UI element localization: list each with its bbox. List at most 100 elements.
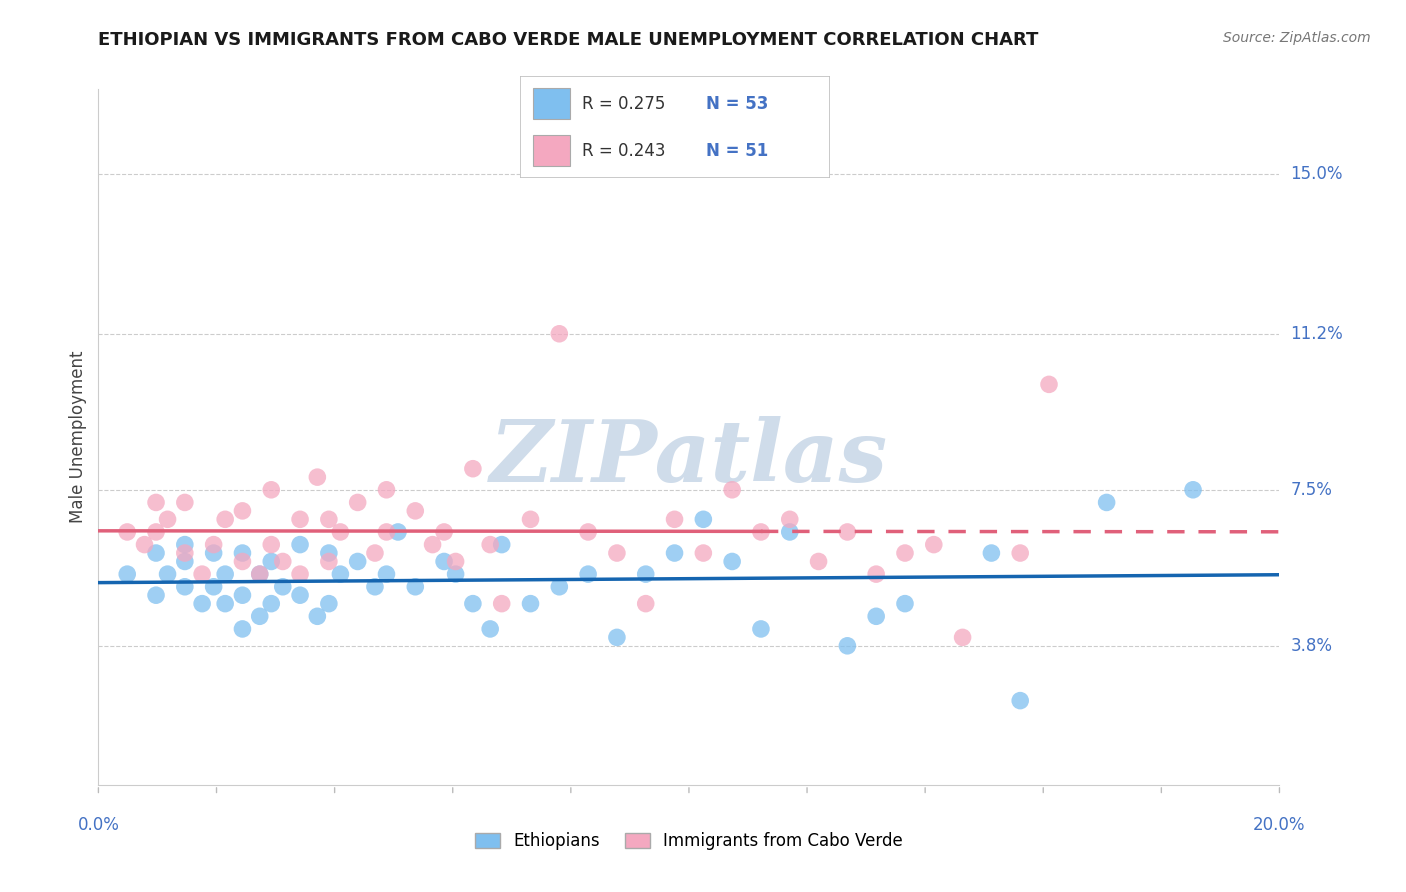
Point <box>634 597 657 611</box>
Point <box>346 554 368 568</box>
Point <box>1010 693 1032 707</box>
Point <box>115 567 138 582</box>
Point <box>606 631 628 645</box>
Text: 0.0%: 0.0% <box>77 816 120 834</box>
Point <box>422 538 444 552</box>
Point <box>779 524 801 539</box>
Point <box>318 512 340 526</box>
Point <box>346 495 368 509</box>
Point <box>288 538 311 552</box>
Point <box>145 524 167 539</box>
Point <box>191 597 214 611</box>
Point <box>231 504 253 518</box>
Point <box>249 609 271 624</box>
Point <box>202 546 225 560</box>
Text: N = 53: N = 53 <box>706 95 768 112</box>
Y-axis label: Male Unemployment: Male Unemployment <box>69 351 87 524</box>
Point <box>145 495 167 509</box>
Text: 11.2%: 11.2% <box>1291 325 1343 343</box>
Point <box>922 538 945 552</box>
Point <box>364 546 387 560</box>
Point <box>364 580 387 594</box>
Point <box>173 495 195 509</box>
Point <box>692 546 714 560</box>
Point <box>214 567 236 582</box>
Point <box>375 524 398 539</box>
Point <box>444 567 467 582</box>
Point <box>548 326 571 341</box>
Point <box>576 567 599 582</box>
Text: ZIPatlas: ZIPatlas <box>489 417 889 500</box>
Point <box>318 554 340 568</box>
Point <box>318 546 340 560</box>
Point <box>387 524 409 539</box>
Point <box>214 512 236 526</box>
Point <box>692 512 714 526</box>
Point <box>173 538 195 552</box>
Point <box>548 580 571 594</box>
Point <box>288 588 311 602</box>
Point <box>231 588 253 602</box>
Point <box>749 622 772 636</box>
Point <box>288 567 311 582</box>
Point <box>404 580 426 594</box>
Point <box>375 567 398 582</box>
Point <box>519 597 541 611</box>
Point <box>318 597 340 611</box>
Text: 15.0%: 15.0% <box>1291 164 1343 183</box>
Point <box>214 597 236 611</box>
Point <box>202 580 225 594</box>
Point <box>865 567 887 582</box>
Point <box>491 538 513 552</box>
Point <box>173 554 195 568</box>
Point <box>156 512 179 526</box>
Point <box>1010 546 1032 560</box>
Point <box>260 554 283 568</box>
Point <box>433 524 456 539</box>
Point <box>664 512 686 526</box>
Point <box>576 524 599 539</box>
Point <box>260 483 283 497</box>
Point <box>433 554 456 568</box>
Point <box>249 567 271 582</box>
Point <box>145 546 167 560</box>
Point <box>837 524 859 539</box>
Point <box>156 567 179 582</box>
Point <box>404 504 426 518</box>
Point <box>115 524 138 539</box>
Point <box>1095 495 1118 509</box>
Legend: Ethiopians, Immigrants from Cabo Verde: Ethiopians, Immigrants from Cabo Verde <box>468 825 910 856</box>
Text: Source: ZipAtlas.com: Source: ZipAtlas.com <box>1223 31 1371 45</box>
Point <box>894 597 917 611</box>
Point <box>173 580 195 594</box>
Point <box>231 622 253 636</box>
Point <box>271 554 294 568</box>
Point <box>634 567 657 582</box>
Point <box>519 512 541 526</box>
Text: ETHIOPIAN VS IMMIGRANTS FROM CABO VERDE MALE UNEMPLOYMENT CORRELATION CHART: ETHIOPIAN VS IMMIGRANTS FROM CABO VERDE … <box>98 31 1039 49</box>
Point <box>329 524 352 539</box>
Point <box>288 512 311 526</box>
Point <box>444 554 467 568</box>
Point <box>173 546 195 560</box>
Point <box>260 597 283 611</box>
Point <box>837 639 859 653</box>
Point <box>479 622 502 636</box>
Text: 7.5%: 7.5% <box>1291 481 1333 499</box>
Point <box>865 609 887 624</box>
Point <box>807 554 830 568</box>
Point <box>329 567 352 582</box>
Point <box>779 512 801 526</box>
Point <box>375 483 398 497</box>
Point <box>1182 483 1205 497</box>
Point <box>145 588 167 602</box>
Text: R = 0.275: R = 0.275 <box>582 95 665 112</box>
Point <box>721 554 744 568</box>
Text: 3.8%: 3.8% <box>1291 637 1333 655</box>
Point <box>749 524 772 539</box>
Point <box>202 538 225 552</box>
Bar <box>533 88 569 119</box>
Point <box>260 538 283 552</box>
Point <box>271 580 294 594</box>
Point <box>461 461 484 475</box>
